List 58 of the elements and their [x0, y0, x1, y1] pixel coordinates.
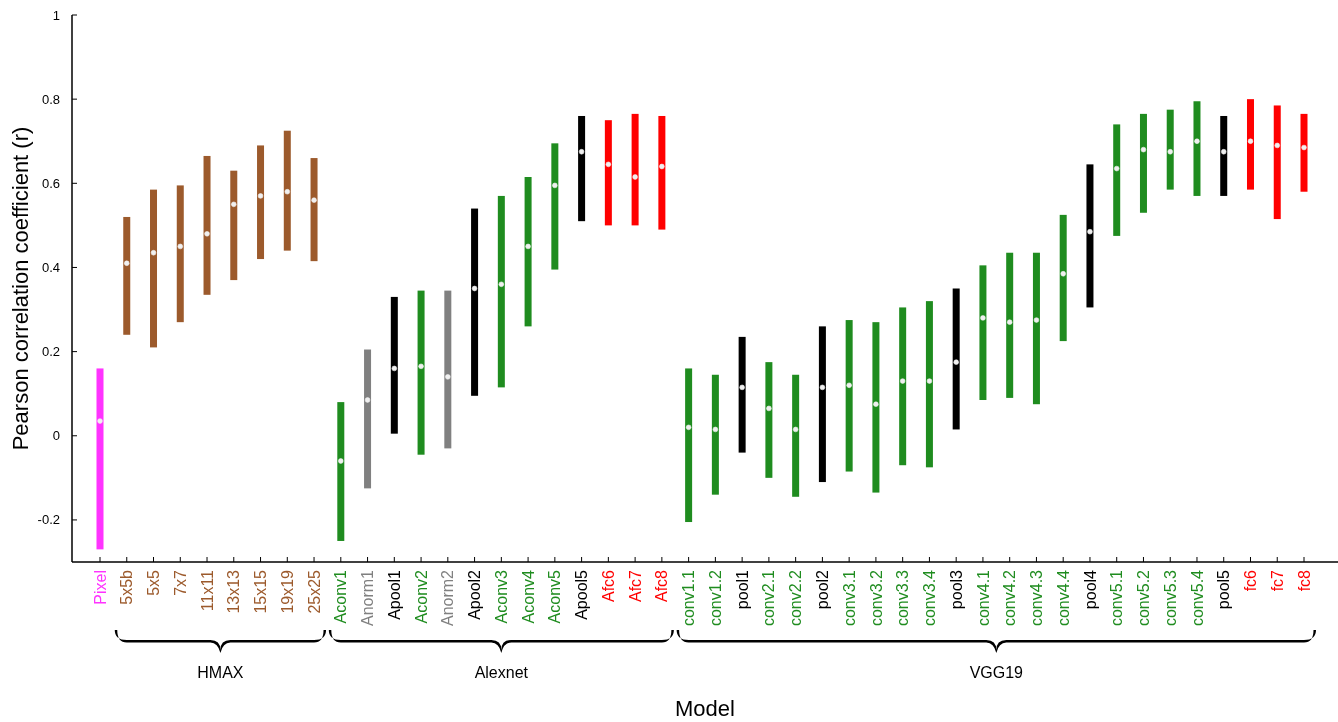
- x-tick-label: conv5.4: [1188, 569, 1206, 627]
- x-tick-label: pool2: [814, 569, 831, 610]
- x-tick-label: conv3.4: [921, 569, 939, 627]
- x-tick-label: 5x5: [145, 569, 163, 596]
- x-tick-label: 15x15: [252, 569, 270, 614]
- y-tick-label: 0.4: [41, 260, 60, 276]
- x-tick-label: conv5.3: [1161, 569, 1179, 627]
- x-tick-label: conv3.2: [867, 569, 885, 627]
- x-tick-label: Aconv1: [332, 569, 350, 624]
- x-tick-label: pool3: [947, 569, 965, 610]
- x-tick-label: Anorm2: [439, 569, 457, 627]
- x-tick-label: conv5.1: [1108, 569, 1126, 627]
- x-tick-label: pool1: [733, 569, 751, 610]
- x-tick-label: fc7: [1268, 569, 1286, 592]
- x-tick-label: 5x5b: [118, 569, 136, 605]
- y-tick-label: 0.8: [41, 91, 60, 107]
- x-tick-label: 19x19: [278, 569, 296, 614]
- x-tick-label: conv1.2: [706, 569, 724, 627]
- x-tick-label: 11x11: [198, 569, 216, 612]
- y-tick-label: 0.6: [41, 175, 60, 191]
- x-tick-label: pool4: [1081, 569, 1099, 610]
- y-axis-title: Pearson correlation coefficient (r): [8, 126, 33, 451]
- text: Alexnet: [474, 664, 529, 681]
- x-axis-title: Model: [675, 696, 735, 721]
- x-tick-label: Anorm1: [359, 569, 377, 627]
- x-tick-label: conv1.1: [680, 569, 698, 627]
- x-tick-label: conv2.1: [760, 569, 778, 627]
- x-tick-label: Apool1: [385, 569, 403, 620]
- x-tick-label: conv4.1: [974, 569, 992, 627]
- y-tick-label: 0.2: [41, 344, 60, 360]
- y-tick-label: -0.2: [37, 512, 60, 528]
- y-tick-label: 0: [52, 428, 60, 444]
- x-tick-label: 13x13: [225, 569, 243, 614]
- x-tick-label: Aconv2: [412, 569, 430, 624]
- x-tick-label: Apool5: [573, 569, 591, 620]
- text: VGG19: [969, 664, 1024, 681]
- x-tick-label: Apool2: [466, 569, 484, 620]
- x-tick-label: Afc8: [653, 569, 671, 603]
- x-tick-label: conv2.2: [787, 569, 805, 627]
- x-tick-label: conv3.3: [894, 569, 912, 627]
- x-tick-label: Aconv4: [519, 569, 537, 624]
- x-tick-label: Aconv3: [492, 569, 510, 624]
- x-tick-label: 7x7: [171, 569, 189, 596]
- x-tick-label: Aconv5: [546, 569, 564, 624]
- y-tick-label: 1: [52, 7, 60, 23]
- x-tick-label: fc6: [1242, 569, 1260, 592]
- x-tick-label: 25x25: [305, 569, 323, 614]
- x-tick-label: conv4.3: [1028, 569, 1046, 627]
- x-tick-label: Afc6: [599, 569, 617, 603]
- x-tick-label: pool5: [1215, 569, 1233, 610]
- x-tick-label: Afc7: [626, 569, 644, 603]
- x-tick-label: conv4.2: [1001, 569, 1019, 627]
- x-tick-label: conv5.2: [1135, 569, 1153, 627]
- text: HMAX: [197, 664, 244, 681]
- x-tick-label: conv3.1: [840, 569, 858, 627]
- x-tick-label: fc8: [1295, 569, 1313, 592]
- x-tick-label: conv4.4: [1054, 569, 1072, 627]
- x-tick-label: Pixel: [91, 570, 109, 605]
